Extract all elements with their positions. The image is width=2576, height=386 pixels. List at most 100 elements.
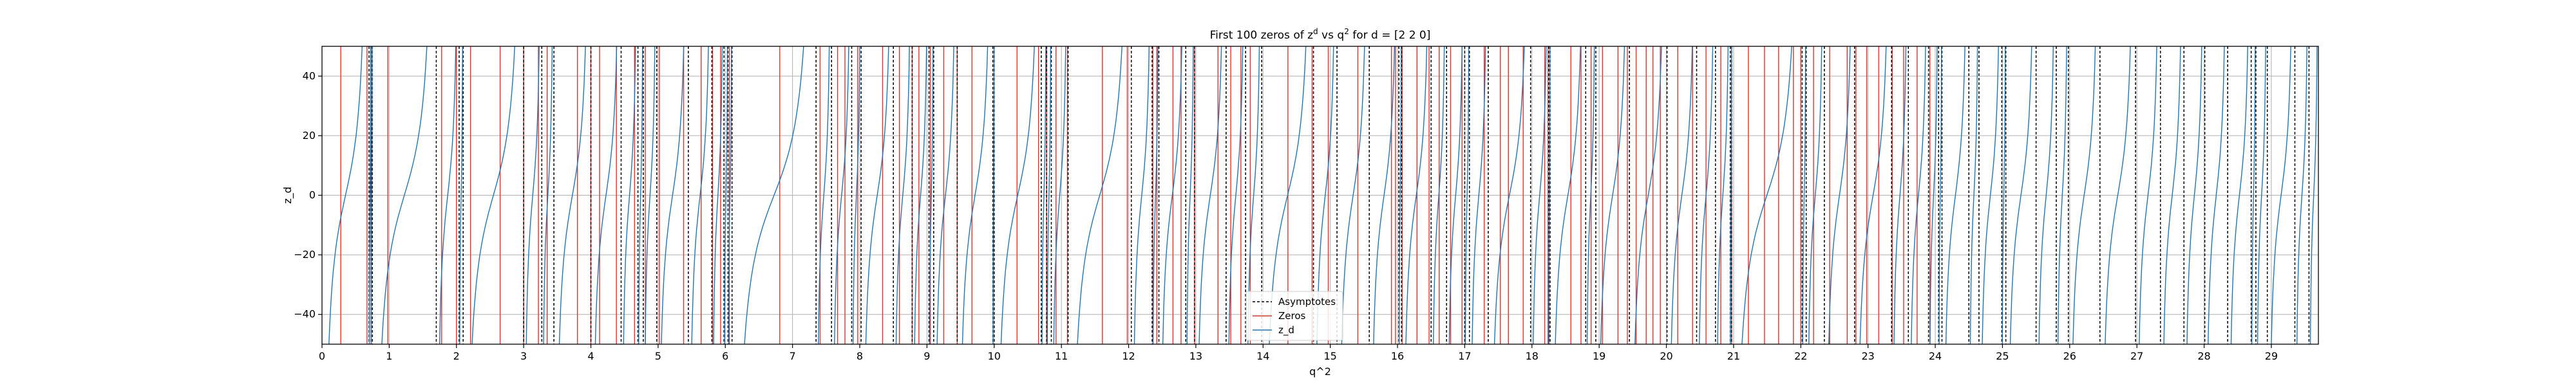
z-d-branch	[1053, 46, 1066, 344]
z-d-branch	[1938, 46, 1942, 344]
z-d-branch	[2139, 46, 2157, 344]
z-d-branch	[2208, 46, 2225, 344]
x-tick-label: 1	[386, 350, 392, 362]
x-tick-label: 20	[1660, 350, 1672, 362]
y-tick-label: 0	[309, 189, 316, 201]
z-d-branch	[728, 46, 732, 344]
z-d-branch	[1828, 46, 1851, 344]
z-d-branch	[744, 46, 804, 344]
z-d-branch	[381, 46, 428, 344]
x-tick-label: 8	[857, 350, 863, 362]
z-d-branch	[645, 46, 656, 344]
x-tick-label: 5	[655, 350, 661, 362]
x-tick-label: 22	[1794, 350, 1807, 362]
z-d-branch	[1634, 46, 1662, 344]
z-d-branch	[2271, 46, 2291, 344]
z-d-branch	[724, 46, 728, 344]
z-d-branch	[1448, 46, 1463, 344]
x-tick-label: 16	[1391, 350, 1404, 362]
z-d-branch	[1802, 46, 1806, 344]
z-d-branch	[1041, 46, 1046, 344]
z-d-branch	[929, 46, 934, 344]
z-d-branch	[638, 46, 643, 344]
z-d-branch	[1548, 46, 1551, 344]
z-d-branch	[661, 46, 685, 344]
z-d-branch	[1730, 46, 1732, 344]
x-tick-label: 21	[1727, 350, 1740, 362]
z-d-branch	[961, 46, 989, 344]
z-d-branch	[2186, 46, 2202, 344]
chart-title: First 100 zeros of zd vs q2 for d = [2 2…	[1210, 27, 1431, 42]
z-d-branch	[1373, 46, 1396, 344]
z-d-branch	[1969, 46, 1978, 344]
z-d-branch	[368, 46, 372, 344]
z-d-branch	[936, 46, 954, 344]
z-d-branch	[1162, 46, 1182, 344]
x-tick-label: 27	[2130, 350, 2143, 362]
z-d-branch	[1152, 46, 1159, 344]
x-tick-label: 23	[1861, 350, 1874, 362]
z-d-branch	[2230, 46, 2248, 344]
x-tick-label: 10	[988, 350, 1001, 362]
z-d-branch	[2009, 46, 2032, 344]
x-tick-label: 7	[790, 350, 796, 362]
x-tick-label: 13	[1189, 350, 1202, 362]
x-tick-label: 25	[1996, 350, 2009, 362]
x-tick-label: 19	[1593, 350, 1605, 362]
z-d-branch	[2038, 46, 2054, 344]
x-axis-ticks: 0 1 2 3 4 5 6 7 8 9 10 11 12 13 14 15 16 17 18 19 20 21 22 23 24…	[319, 344, 2278, 362]
x-tick-label: 18	[1526, 350, 1539, 362]
y-axis-ticks: −40 −20 0 20 40	[294, 69, 322, 320]
y-tick-label: −20	[294, 248, 316, 261]
z-d-branch	[328, 46, 363, 344]
z-d-series	[328, 46, 2318, 344]
x-tick-label: 3	[520, 350, 527, 362]
z-d-branch	[2257, 46, 2266, 344]
z-d-branch	[1398, 46, 1402, 344]
legend-asymptotes-label: Asymptotes	[1278, 296, 1336, 308]
z-d-branch	[1472, 46, 1486, 344]
z-d-branch	[1405, 46, 1428, 344]
z-d-branch	[1945, 46, 1965, 344]
z-d-branch	[1000, 46, 1035, 344]
z-d-branch	[1600, 46, 1625, 344]
z-d-branch	[543, 46, 553, 344]
z-d-branch	[471, 46, 515, 344]
z-d-branch	[2057, 46, 2067, 344]
z-d-branch	[1493, 46, 1525, 344]
z-d-branch	[2072, 46, 2096, 344]
z-d-branch	[1186, 46, 1194, 344]
x-tick-label: 14	[1256, 350, 1269, 362]
z-d-branch	[623, 46, 636, 344]
x-tick-label: 29	[2265, 350, 2278, 362]
z-d-branch	[992, 46, 995, 344]
z-d-branch	[1077, 46, 1122, 344]
z-d-branch	[1911, 46, 1926, 344]
z-d-branch	[1699, 46, 1714, 344]
y-axis-label: z_d	[281, 187, 294, 204]
x-tick-label: 12	[1122, 350, 1135, 362]
legend-z-d-label: z_d	[1278, 324, 1294, 336]
z-d-branch	[370, 46, 373, 344]
z-d-branch	[1671, 46, 1693, 344]
z-d-branch	[834, 46, 849, 344]
z-d-branch	[1133, 46, 1150, 344]
z-d-branch	[526, 46, 540, 344]
legend: Asymptotes Zeros z_d	[1245, 291, 1343, 341]
z-d-branch	[1555, 46, 1581, 344]
y-tick-label: 20	[303, 129, 316, 142]
x-tick-label: 24	[1929, 350, 1942, 362]
z-d-branch	[439, 46, 457, 344]
z-d-branch	[691, 46, 709, 344]
x-tick-label: 26	[2063, 350, 2076, 362]
x-tick-label: 2	[453, 350, 460, 362]
x-tick-label: 15	[1323, 350, 1336, 362]
z-d-branch	[1982, 46, 1999, 344]
z-d-branch	[1433, 46, 1445, 344]
z-d-branch	[818, 46, 830, 344]
y-tick-label: 40	[303, 69, 316, 82]
z-d-branch	[1586, 46, 1595, 344]
z-d-branch	[2251, 46, 2256, 344]
z-d-branch	[1717, 46, 1729, 344]
z-d-branch	[914, 46, 927, 344]
